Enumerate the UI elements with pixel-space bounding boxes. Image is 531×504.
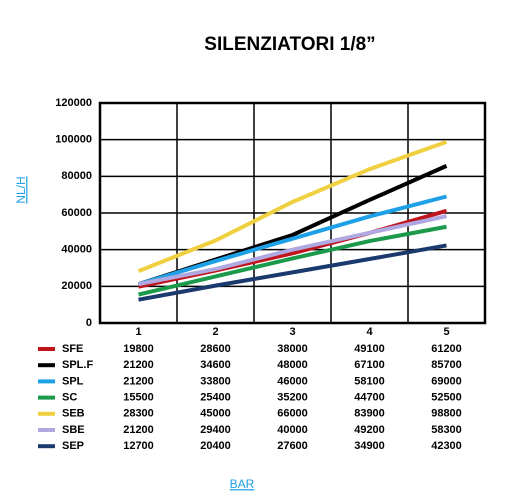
y-tick-label: 40000	[61, 244, 92, 256]
table-value: 21200	[123, 375, 154, 387]
series-line	[137, 139, 448, 273]
table-value: 19800	[123, 343, 154, 355]
series-line	[138, 214, 447, 287]
y-axis-label: NL/H	[14, 176, 28, 203]
table-value: 49100	[354, 343, 385, 355]
table-value: 28600	[200, 343, 231, 355]
legend-label: SFE	[62, 343, 83, 355]
table-value: 21200	[123, 359, 154, 371]
legend-label: SBE	[62, 424, 85, 436]
table-value: 44700	[354, 392, 385, 404]
x-tick-label: 5	[443, 326, 449, 338]
y-tick-label: 20000	[61, 280, 92, 292]
table-value: 83900	[354, 408, 385, 420]
table-value: 38000	[277, 343, 308, 355]
chart-title: SILENZIATORI 1/8”	[204, 34, 375, 55]
legend-label: SEB	[62, 408, 85, 420]
x-tick-label: 2	[212, 326, 218, 338]
table-value: 52500	[431, 392, 462, 404]
table-value: 15500	[123, 392, 154, 404]
table-value: 58300	[431, 424, 462, 436]
legend-label: SPL.F	[62, 359, 93, 371]
table-value: 12700	[123, 440, 154, 452]
x-tick-label: 1	[135, 326, 141, 338]
legend-label: SPL	[62, 375, 84, 387]
table-value: 67100	[354, 359, 385, 371]
series-line	[137, 194, 448, 287]
table-value: 25400	[200, 392, 231, 404]
table-value: 66000	[277, 408, 308, 420]
legend-swatch	[38, 363, 55, 368]
table-value: 34600	[200, 359, 231, 371]
table-value: 28300	[123, 408, 154, 420]
table-value: 27600	[277, 440, 308, 452]
table-value: 46000	[277, 375, 308, 387]
plot-border	[98, 101, 487, 325]
table-value: 85700	[431, 359, 462, 371]
x-tick-label: 4	[366, 326, 373, 338]
table-value: 21200	[123, 424, 154, 436]
y-tick-label: 120000	[55, 97, 92, 109]
table-value: 33800	[200, 375, 231, 387]
legend-swatch	[38, 411, 55, 416]
table-value: 61200	[431, 343, 462, 355]
series-line	[138, 224, 447, 297]
y-tick-label: 80000	[61, 170, 92, 182]
series-line	[138, 243, 447, 302]
x-axis-label: BAR	[230, 477, 255, 491]
legend-label: SEP	[62, 440, 84, 452]
x-tick-label: 3	[289, 326, 295, 338]
y-tick-label: 60000	[61, 207, 92, 219]
table-value: 42300	[431, 440, 462, 452]
legend-swatch	[38, 428, 55, 432]
table-value: 98800	[431, 408, 462, 420]
table-value: 29400	[200, 424, 231, 436]
legend-swatch	[38, 395, 55, 400]
legend-swatch	[38, 379, 55, 384]
y-tick-label: 100000	[55, 134, 92, 146]
table-value: 58100	[354, 375, 385, 387]
table-value: 45000	[200, 408, 231, 420]
legend-swatch	[38, 347, 55, 351]
table-value: 20400	[200, 440, 231, 452]
table-value: 48000	[277, 359, 308, 371]
table-value: 40000	[277, 424, 308, 436]
table-value: 34900	[354, 440, 385, 452]
legend-label: SC	[62, 392, 77, 404]
table-value: 35200	[277, 392, 308, 404]
table-value: 69000	[431, 375, 462, 387]
y-tick-label: 0	[86, 317, 92, 329]
legend-swatch	[38, 444, 55, 449]
table-value: 49200	[354, 424, 385, 436]
